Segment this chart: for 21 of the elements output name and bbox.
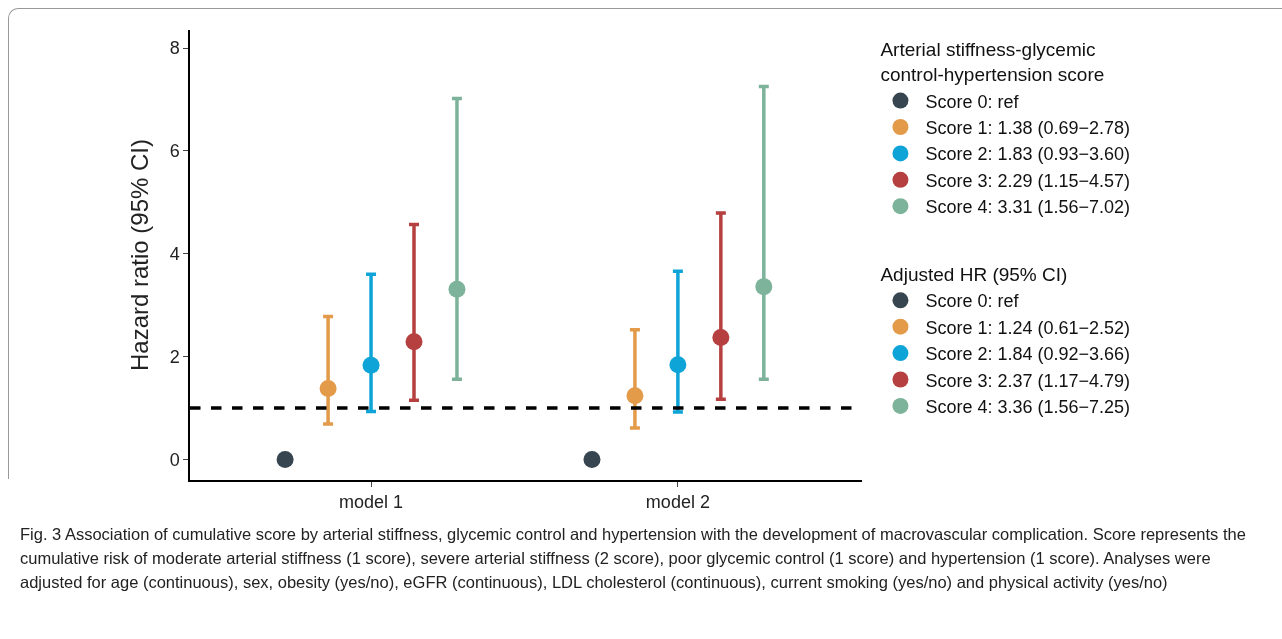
legend-label: Score 0: ref	[925, 91, 1020, 112]
y-tick-label: 6	[169, 141, 180, 162]
y-tick-label: 2	[169, 346, 180, 367]
x-tick-label: model 2	[645, 492, 710, 513]
y-tick-label: 0	[169, 449, 180, 470]
y-tick-label: 4	[169, 244, 180, 265]
legend-label: Score 3: 2.29 (1.15−4.57)	[925, 170, 1131, 191]
legend-label: Score 1: 1.38 (0.69−2.78)	[925, 118, 1131, 139]
text: Arterial stiffness-glycemic control-hypertension score	[880, 39, 1105, 85]
legend-label: Score 3: 2.37 (1.17−4.79)	[925, 370, 1131, 391]
caption: Fig. 3 Association of cumulative score by arterial stiffness, glycemic control and hypertension with the development of macrovascular complication. Score represents the cumulative risk of moderate arterial stiffness (1 score), severe arterial stiffness (2 score), poor glycemic control (1 score) and hypertension (1 score). Analyses were adjusted for age (continuous), sex, obesity (yes/no), eGFR (continuous), LDL cholesterol (continuous), current smoking (yes/no) and physical activity (yes/no)	[20, 524, 1247, 593]
x-tick-label: model 1	[339, 492, 404, 513]
legend-label: Score 4: 3.36 (1.56−7.25)	[925, 396, 1131, 417]
y-tick-label: 8	[169, 38, 180, 59]
legend-label: Score 0: ref	[925, 291, 1020, 312]
legend-label: Score 4: 3.31 (1.56−7.02)	[925, 197, 1131, 218]
legend-label: Score 2: 1.83 (0.93−3.60)	[925, 144, 1131, 165]
text: Adjusted HR (95% CI)	[880, 263, 1068, 285]
legend-label: Score 1: 1.24 (0.61−2.52)	[925, 317, 1131, 338]
y-axis-title: Hazard ratio (95% CI)	[126, 138, 154, 372]
legend-label: Score 2: 1.84 (0.92−3.66)	[925, 344, 1131, 365]
